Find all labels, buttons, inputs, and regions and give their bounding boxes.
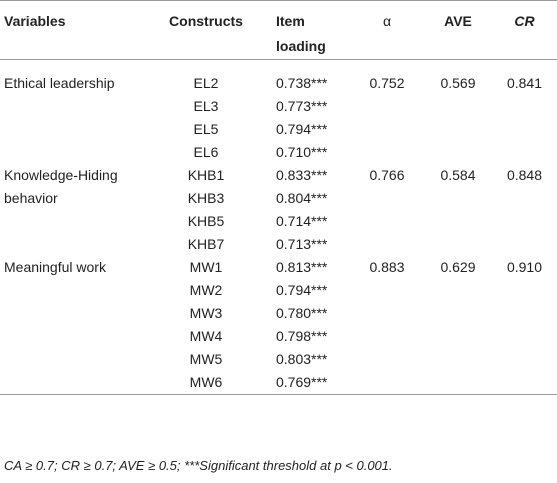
header-row: Variables Constructs Item loading α AVE … — [0, 0, 557, 60]
header-item-loading-line1: Item — [276, 13, 305, 29]
reliability-table: Variables Constructs Item loading α AVE … — [0, 0, 557, 395]
ave-cell: 0.569 — [440, 75, 476, 91]
construct-cell: MW3 — [189, 305, 223, 321]
table-row: MW6 0.769*** — [0, 371, 557, 395]
construct-cell: EL2 — [193, 75, 219, 91]
alpha-cell: 0.766 — [369, 167, 405, 183]
construct-cell: EL3 — [193, 98, 219, 114]
loading-cell: 0.780*** — [276, 305, 328, 321]
table-row: KHB7 0.713*** — [0, 233, 557, 256]
variable-cell: Knowledge-Hiding — [4, 167, 118, 183]
construct-cell: MW6 — [150, 371, 262, 395]
table-row: MW2 0.794*** — [0, 279, 557, 302]
header-variables: Variables — [0, 0, 150, 60]
alpha-cell: 0.883 — [369, 259, 405, 275]
alpha-cell: 0.752 — [369, 75, 405, 91]
cr-cell: 0.841 — [506, 75, 543, 91]
construct-cell: KHB7 — [187, 236, 225, 252]
construct-cell: MW1 — [189, 259, 223, 275]
table-row: EL3 0.773*** — [0, 95, 557, 118]
loading-cell: 0.773*** — [276, 98, 328, 114]
loading-cell: 0.804*** — [276, 190, 328, 206]
construct-cell: EL5 — [193, 121, 219, 137]
table-row: MW3 0.780*** — [0, 302, 557, 325]
variable-cell: Ethical leadership — [4, 75, 115, 91]
table-row: Meaningful work MW1 0.813*** 0.883 0.629… — [0, 256, 557, 279]
construct-cell: EL6 — [193, 144, 219, 160]
loading-cell: 0.813*** — [276, 259, 328, 275]
table-row: MW4 0.798*** — [0, 325, 557, 348]
construct-cell: KHB1 — [187, 167, 225, 183]
ave-cell: 0.629 — [440, 259, 476, 275]
variable-cell: Meaningful work — [4, 259, 106, 275]
loading-cell: 0.798*** — [276, 328, 328, 344]
header-constructs: Constructs — [150, 0, 262, 60]
construct-cell: KHB5 — [187, 213, 225, 229]
loading-cell: 0.833*** — [276, 167, 328, 183]
table-row: KHB5 0.714*** — [0, 210, 557, 233]
cr-cell: 0.910 — [506, 259, 543, 275]
loading-cell: 0.803*** — [276, 351, 328, 367]
table-footnote: CA ≥ 0.7; CR ≥ 0.7; AVE ≥ 0.5; ***Signif… — [4, 458, 393, 473]
ave-cell: 0.584 — [440, 167, 476, 183]
header-item-loading: Item loading — [262, 0, 350, 60]
loading-cell: 0.738*** — [276, 75, 328, 91]
table-row: Knowledge-Hiding KHB1 0.833*** 0.766 0.5… — [0, 164, 557, 187]
table-row: MW5 0.803*** — [0, 348, 557, 371]
table-row: Ethical leadership EL2 0.738*** 0.752 0.… — [0, 60, 557, 96]
table-row: EL6 0.710*** — [0, 141, 557, 164]
loading-cell: 0.714*** — [276, 213, 328, 229]
loading-cell: 0.713*** — [276, 236, 328, 252]
header-cr: CR — [492, 0, 557, 60]
construct-cell: KHB3 — [187, 190, 225, 206]
construct-cell: MW4 — [189, 328, 223, 344]
loading-cell: 0.794*** — [276, 282, 328, 298]
construct-cell: MW2 — [189, 282, 223, 298]
table-body: Ethical leadership EL2 0.738*** 0.752 0.… — [0, 60, 557, 395]
table-row: EL5 0.794*** — [0, 118, 557, 141]
loading-cell: 0.710*** — [276, 144, 328, 160]
loading-cell: 0.794*** — [276, 121, 328, 137]
cr-cell: 0.848 — [506, 167, 543, 183]
header-item-loading-line2: loading — [276, 38, 326, 54]
table-header: Variables Constructs Item loading α AVE … — [0, 0, 557, 60]
header-ave: AVE — [424, 0, 492, 60]
variable-cell-continued: behavior — [4, 190, 58, 206]
table-row: behavior KHB3 0.804*** — [0, 187, 557, 210]
construct-cell: MW5 — [189, 351, 223, 367]
loading-cell: 0.769*** — [262, 371, 350, 395]
header-alpha: α — [350, 0, 424, 60]
